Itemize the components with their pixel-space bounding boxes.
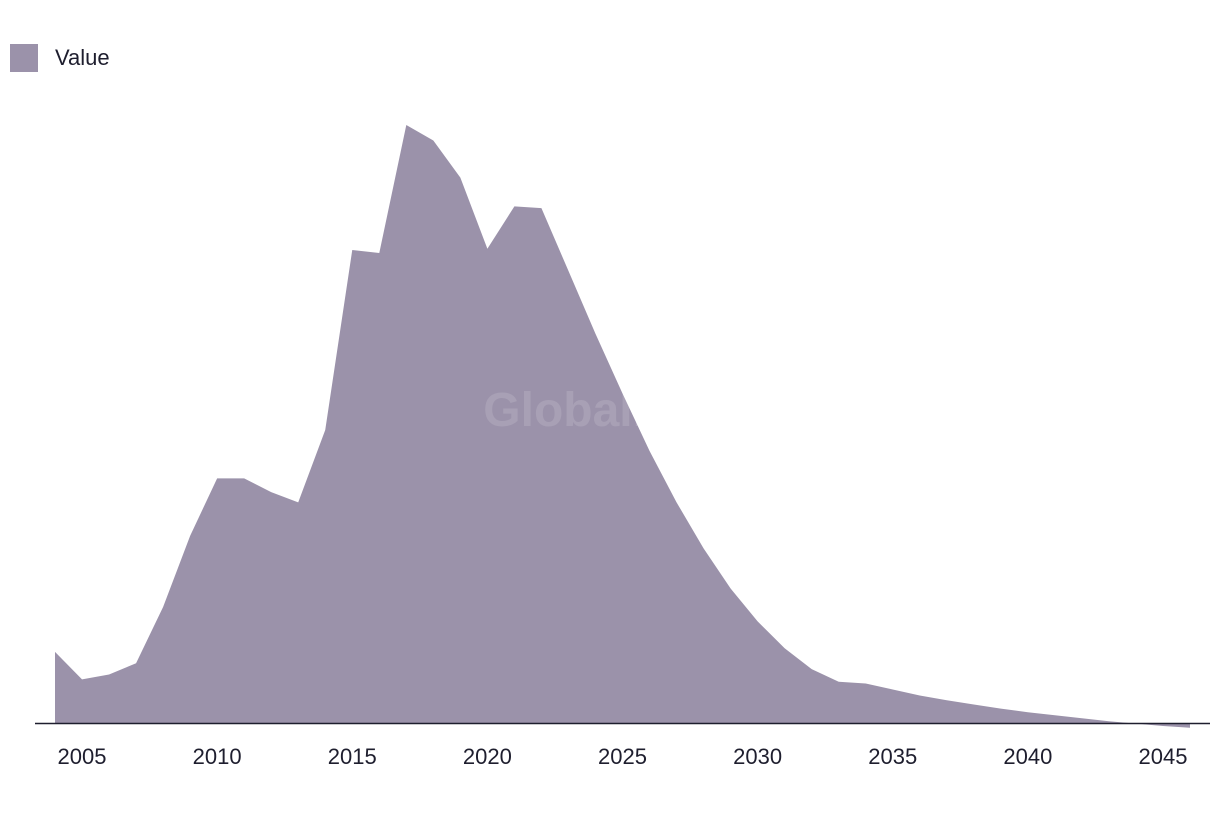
x-tick-label: 2045 [1139, 744, 1188, 769]
x-tick-label: 2015 [328, 744, 377, 769]
x-tick-label: 2035 [868, 744, 917, 769]
legend-swatch [10, 44, 38, 72]
x-tick-label: 2005 [58, 744, 107, 769]
legend-label: Value [55, 45, 110, 70]
x-tick-label: 2040 [1003, 744, 1052, 769]
series-area-value [55, 125, 1190, 728]
x-tick-label: 2025 [598, 744, 647, 769]
x-tick-label: 2020 [463, 744, 512, 769]
x-tick-label: 2030 [733, 744, 782, 769]
legend: Value [10, 44, 110, 72]
watermark: GlobalData [483, 384, 737, 437]
x-tick-label: 2010 [193, 744, 242, 769]
